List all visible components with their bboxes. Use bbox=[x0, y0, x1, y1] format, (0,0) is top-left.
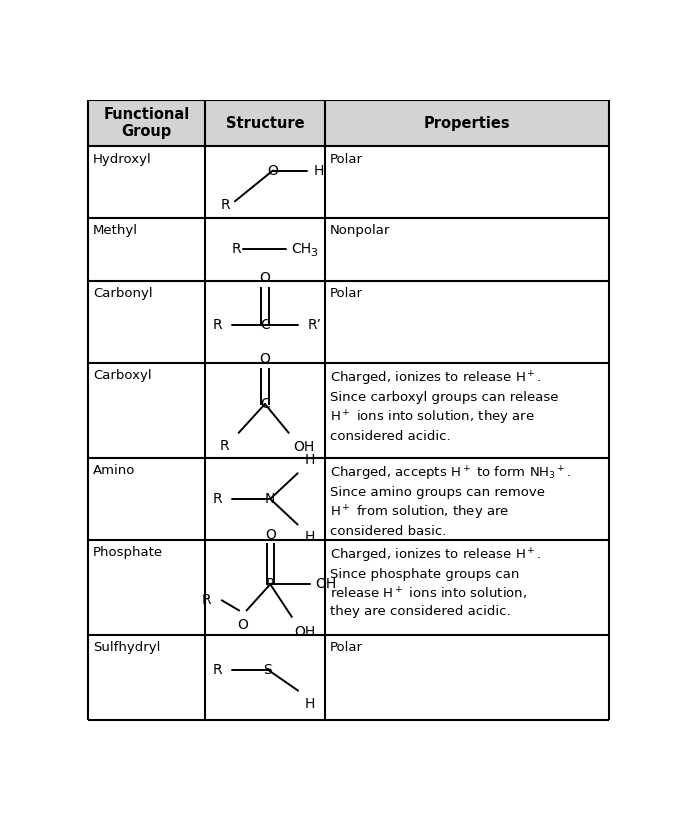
Text: C: C bbox=[260, 397, 270, 411]
Text: Methyl: Methyl bbox=[93, 224, 138, 237]
Text: Charged, ionizes to release H$^+$.
Since phosphate groups can
release H$^+$ ions: Charged, ionizes to release H$^+$. Since… bbox=[330, 546, 542, 618]
Text: Polar: Polar bbox=[330, 287, 363, 300]
Text: H: H bbox=[313, 163, 324, 177]
Text: Charged, accepts H$^+$ to form NH$_3$$^+$.
Since amino groups can remove
H$^+$ f: Charged, accepts H$^+$ to form NH$_3$$^+… bbox=[330, 464, 571, 538]
Text: OH: OH bbox=[315, 577, 336, 591]
Text: H: H bbox=[305, 453, 315, 467]
Text: OH: OH bbox=[293, 440, 314, 454]
Text: H: H bbox=[305, 531, 315, 545]
Text: C: C bbox=[260, 318, 270, 332]
Text: S: S bbox=[263, 662, 272, 676]
Text: Sulfhydryl: Sulfhydryl bbox=[93, 641, 160, 654]
Text: O: O bbox=[267, 163, 278, 177]
Text: Polar: Polar bbox=[330, 152, 363, 166]
Text: R: R bbox=[202, 593, 211, 607]
Text: R: R bbox=[212, 662, 222, 676]
Text: Structure: Structure bbox=[226, 116, 304, 131]
Text: R: R bbox=[212, 318, 222, 332]
Text: O: O bbox=[237, 618, 248, 632]
Text: Phosphate: Phosphate bbox=[93, 546, 163, 560]
Text: Functional
Group: Functional Group bbox=[103, 107, 190, 139]
Text: R: R bbox=[212, 492, 222, 506]
Text: Charged, ionizes to release H$^+$.
Since carboxyl groups can release
H$^+$ ions : Charged, ionizes to release H$^+$. Since… bbox=[330, 369, 558, 443]
Text: R’: R’ bbox=[308, 318, 322, 332]
Text: Nonpolar: Nonpolar bbox=[330, 224, 390, 237]
Text: Hydroxyl: Hydroxyl bbox=[93, 152, 152, 166]
Text: P: P bbox=[266, 577, 275, 591]
Text: R: R bbox=[220, 439, 230, 452]
Text: OH: OH bbox=[294, 625, 316, 639]
Text: O: O bbox=[265, 528, 275, 541]
Text: CH: CH bbox=[291, 242, 311, 257]
Text: R: R bbox=[220, 197, 231, 212]
Text: 3: 3 bbox=[310, 248, 317, 258]
Text: O: O bbox=[260, 272, 271, 285]
Text: O: O bbox=[260, 352, 271, 366]
Text: R: R bbox=[231, 242, 241, 257]
Text: Properties: Properties bbox=[424, 116, 511, 131]
Text: Amino: Amino bbox=[93, 464, 135, 477]
Text: N: N bbox=[265, 492, 275, 506]
Text: Carboxyl: Carboxyl bbox=[93, 369, 152, 382]
Text: H: H bbox=[305, 697, 315, 711]
Text: Polar: Polar bbox=[330, 641, 363, 654]
Text: Carbonyl: Carbonyl bbox=[93, 287, 152, 300]
Bar bbox=[88, 100, 609, 146]
